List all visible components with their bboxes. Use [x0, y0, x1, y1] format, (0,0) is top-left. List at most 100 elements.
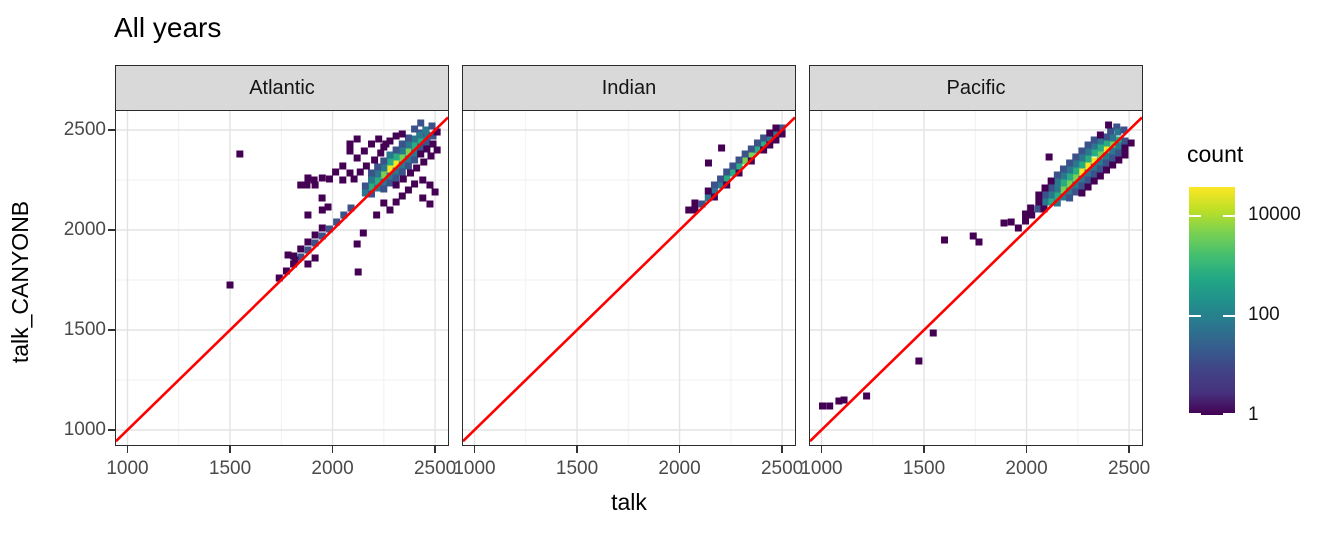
bin2d-cell	[766, 141, 774, 149]
bin2d-cell	[772, 136, 780, 144]
panel-canvas	[463, 111, 795, 445]
bin2d-cell	[698, 200, 706, 208]
bin2d-cell	[760, 140, 768, 148]
bin2d-cell	[1041, 191, 1049, 199]
bin2d-cell	[1084, 176, 1092, 184]
bin2d-cell	[340, 211, 348, 219]
bin2d-cell	[398, 161, 406, 169]
bin2d-cell	[723, 175, 731, 183]
legend-colorbar	[1189, 187, 1235, 415]
y-tick-label: 1000	[63, 419, 106, 440]
bin2d-cell	[429, 132, 437, 140]
bin2d-cell	[360, 147, 368, 155]
bin2d-cell	[368, 169, 376, 177]
bin2d-cell	[411, 135, 419, 143]
bin2d-cell	[377, 149, 385, 157]
bin2d-cell	[380, 171, 388, 179]
bin2d-cell	[1000, 219, 1008, 227]
bin2d-cell	[1084, 141, 1092, 149]
facet-strip-indian: Indian	[462, 65, 796, 111]
x-tick-mark	[923, 446, 925, 453]
identity-line	[810, 116, 1142, 443]
bin2d-cell	[1072, 174, 1080, 182]
bin2d-cell	[1027, 204, 1035, 212]
bin2d-cell	[1022, 210, 1030, 218]
bin2d-cell	[346, 169, 354, 177]
bin2d-cell	[1078, 147, 1086, 155]
bin2d-cell	[1041, 184, 1049, 192]
bin2d-cell	[1113, 123, 1121, 131]
bin2d-cell	[717, 175, 725, 183]
bin2d-cell	[772, 130, 780, 138]
bin2d-cell	[290, 252, 298, 260]
bin2d-cell	[304, 246, 312, 254]
bin2d-cell	[339, 162, 347, 170]
bin2d-cell	[1084, 148, 1092, 156]
bin2d-cell	[419, 194, 427, 202]
y-tick-mark	[108, 329, 115, 331]
bin2d-cell	[422, 126, 430, 134]
facet-label: Atlantic	[249, 76, 315, 99]
bin2d-cell	[417, 143, 425, 151]
bin2d-cell	[318, 194, 326, 202]
bin2d-cell	[1053, 185, 1061, 193]
bin2d-cell	[368, 183, 376, 191]
bin2d-cell	[1103, 159, 1111, 167]
x-tick-label: 1500	[208, 458, 252, 479]
x-tick-mark	[781, 446, 783, 453]
bin2d-cell	[392, 153, 400, 161]
bin2d-cell	[1096, 172, 1104, 180]
bin2d-cell	[361, 189, 369, 197]
bin2d-cell	[710, 181, 718, 189]
bin2d-cell	[863, 392, 871, 400]
y-tick-label: 1500	[63, 319, 106, 340]
bin2d-cell	[1053, 192, 1061, 200]
facet-panel-indian	[462, 110, 796, 446]
bin2d-cell	[1103, 166, 1111, 174]
bin2d-cell	[1014, 224, 1022, 232]
bin2d-cell	[1066, 166, 1074, 174]
x-tick-label: 2500	[413, 458, 457, 479]
x-tick-label: 1000	[106, 458, 149, 479]
bin2d-cell	[423, 138, 431, 146]
bin2d-cell	[386, 151, 394, 159]
bin2d-cell	[1121, 144, 1129, 152]
bin2d-cell	[392, 167, 400, 175]
bin2d-cell	[1072, 188, 1080, 196]
bin2d-cell	[310, 176, 318, 184]
bin2d-cell	[399, 175, 407, 183]
bin2d-cell	[1041, 198, 1049, 206]
bin2d-cell	[1090, 177, 1098, 185]
bin2d-cell	[304, 260, 312, 268]
bin2d-cell	[1047, 191, 1055, 199]
bin2d-cell	[1078, 189, 1086, 197]
bin2d-cell	[1053, 178, 1061, 186]
bin2d-cell	[753, 146, 761, 154]
bin2d-cell	[275, 274, 283, 282]
bin2d-cell	[386, 206, 394, 214]
bin2d-cell	[1053, 171, 1061, 179]
bin2d-cell	[1109, 161, 1117, 169]
bin2d-cell	[1115, 142, 1123, 150]
bin2d-cell	[346, 147, 354, 155]
bin2d-cell	[1034, 205, 1042, 213]
facet-panel-pacific	[809, 110, 1143, 446]
bin2d-cell	[1078, 175, 1086, 183]
bin2d-cell	[1084, 183, 1092, 191]
bin2d-cell	[1059, 186, 1067, 194]
bin2d-cell	[1109, 154, 1117, 162]
bin2d-cell	[304, 174, 312, 182]
bin2d-cell	[1096, 137, 1104, 145]
bin2d-cell	[392, 132, 400, 140]
bin2d-cell	[354, 268, 362, 276]
bin2d-cell	[1078, 182, 1086, 190]
x-tick-mark	[820, 446, 823, 453]
bin2d-cell	[1045, 153, 1053, 161]
bin2d-cell	[1084, 155, 1092, 163]
x-tick-label: 1000	[453, 458, 496, 479]
bin2d-cell	[1059, 193, 1067, 201]
bin2d-cell	[398, 192, 406, 200]
bin2d-cell	[941, 236, 949, 244]
x-tick-mark	[331, 446, 334, 453]
bin2d-cell	[374, 163, 382, 171]
